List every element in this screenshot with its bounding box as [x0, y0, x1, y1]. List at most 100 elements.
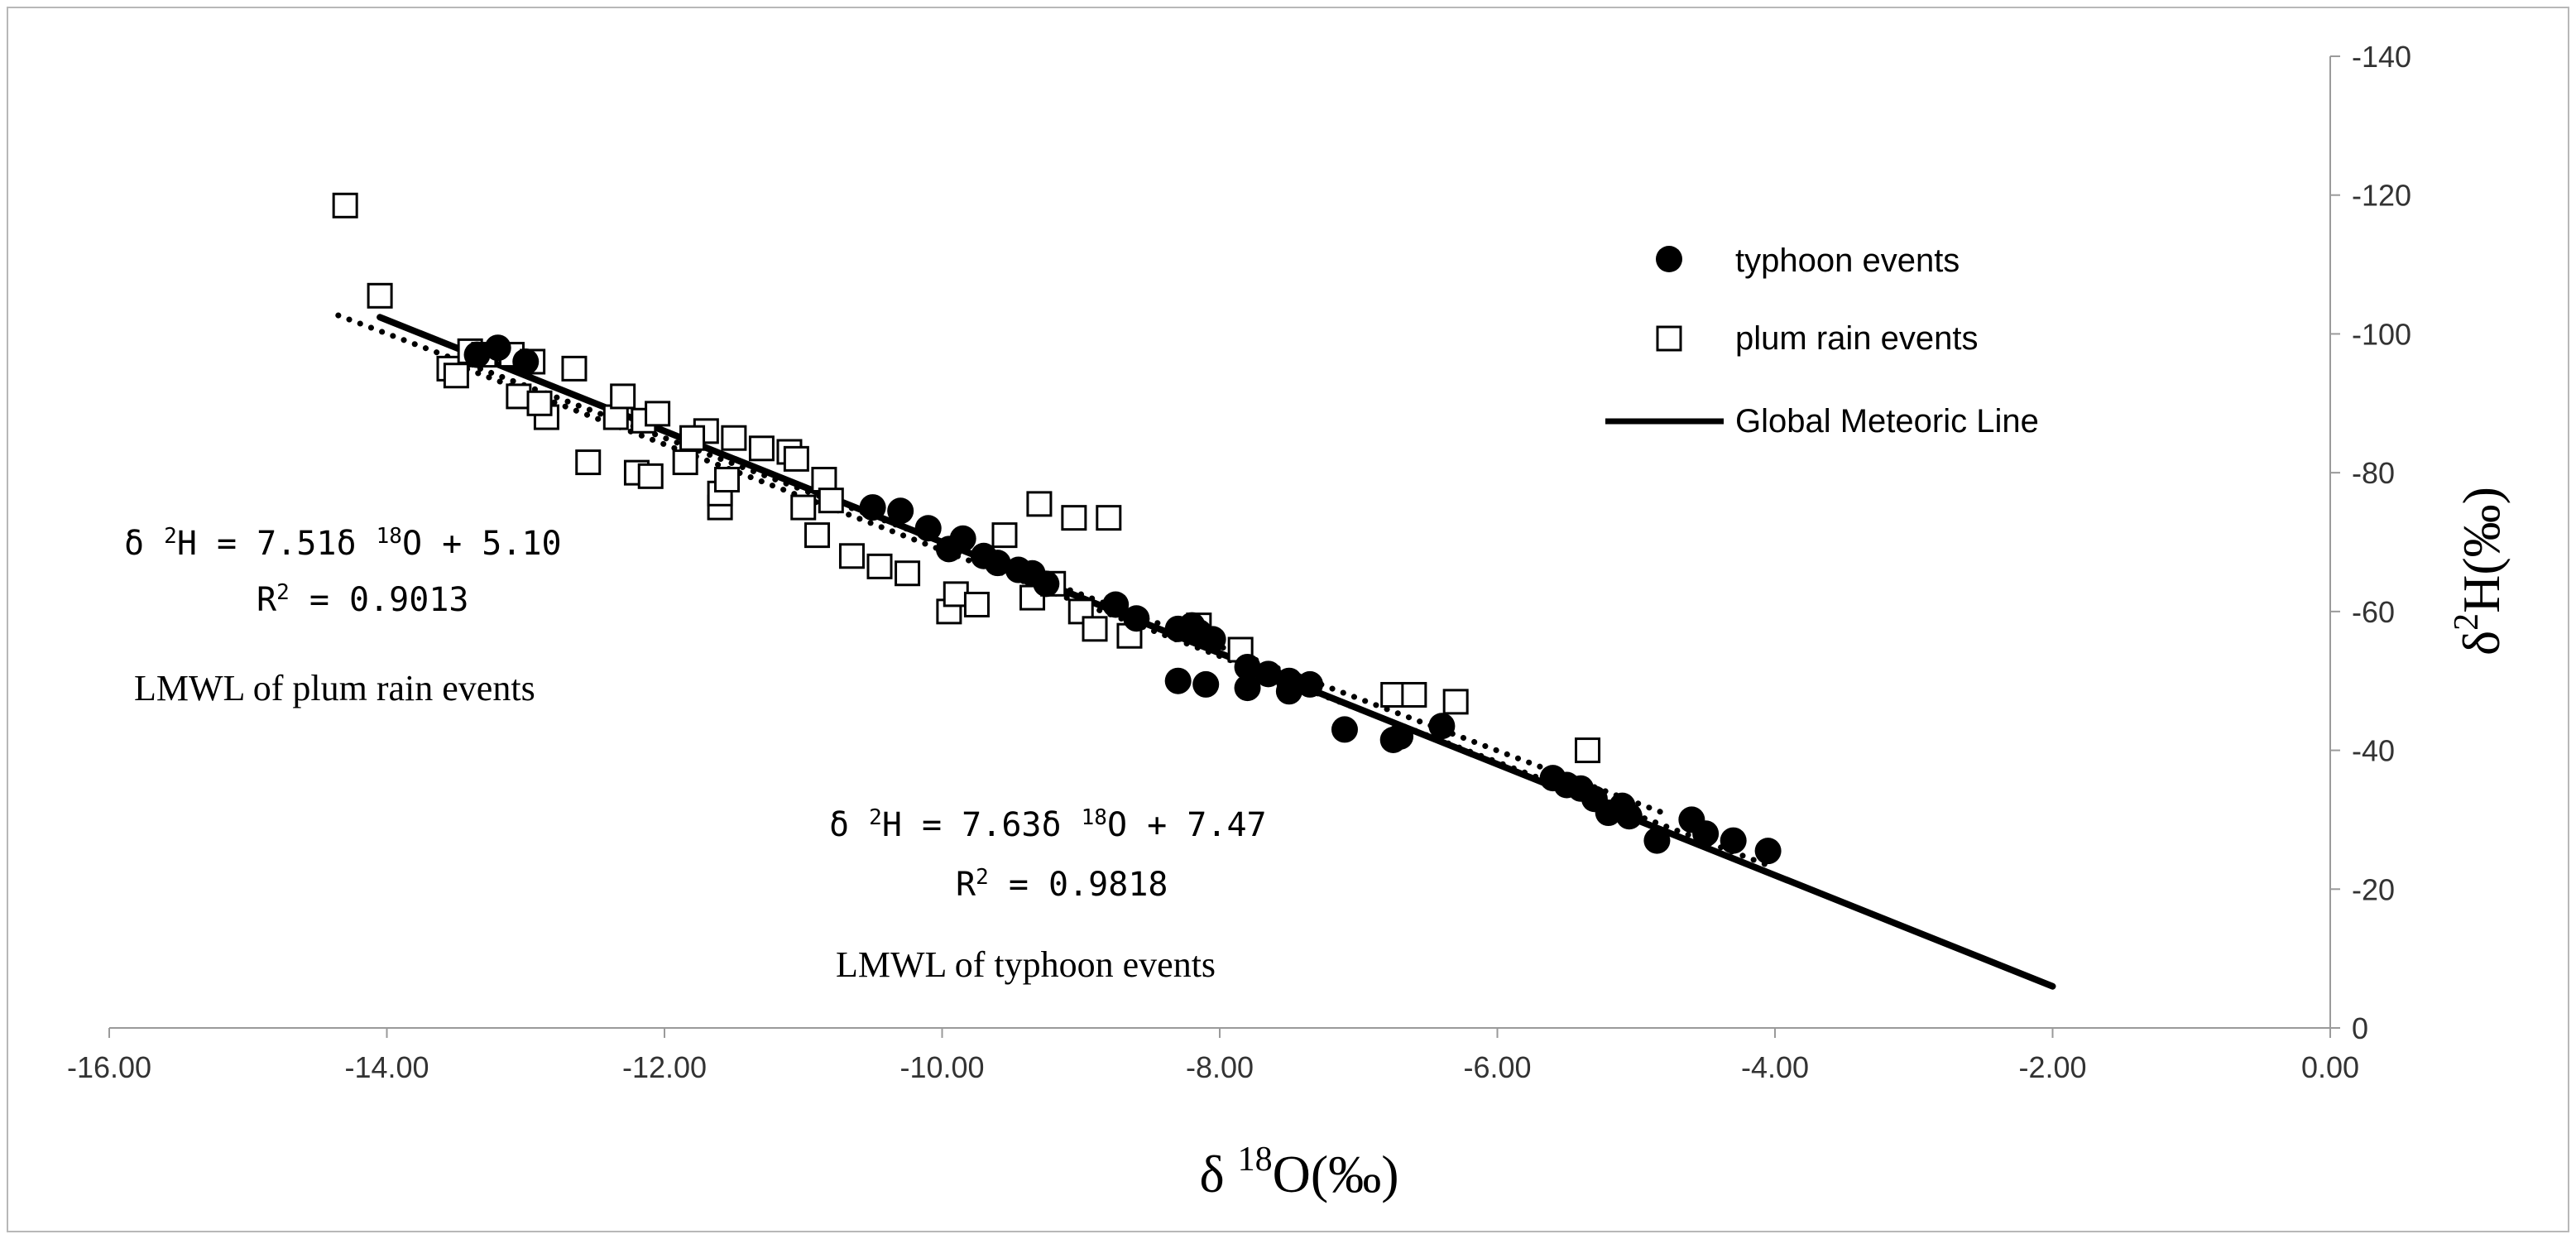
typhoon-point: [1297, 670, 1324, 698]
typhoon-point: [949, 525, 976, 552]
plum-rain-point: [963, 591, 990, 617]
typhoon-point: [1615, 803, 1643, 830]
plum-rain-point: [526, 390, 553, 416]
plum-rain-point: [1061, 505, 1087, 531]
typhoon-point: [1331, 716, 1358, 743]
plum-rain-point: [1575, 737, 1601, 764]
plum-rain-point: [991, 522, 1018, 549]
x-tick-label: -4.00: [1741, 1050, 1809, 1084]
x-axis-ticks: -16.00 -14.00 -12.00 -10.00 -8.00 -6.00 -4.00 -…: [67, 1028, 2359, 1084]
typhoon-point: [1387, 723, 1414, 750]
plum-rain-point: [783, 445, 809, 472]
typhoon-point: [512, 348, 540, 375]
plum-rain-point: [838, 543, 865, 569]
legend: typhoon events plum rain events Global M…: [1605, 243, 2039, 439]
plum-rain-point: [637, 463, 664, 489]
typhoon-point: [1033, 570, 1060, 598]
plum-rain-point: [1082, 616, 1108, 642]
plum-rain-point: [332, 192, 358, 219]
typhoon-point: [859, 494, 886, 521]
plum-rain-point: [1026, 491, 1053, 517]
plum-rain-point: [790, 494, 817, 521]
plum-rain-point: [713, 467, 740, 493]
y-axis-title: δ2H(‰): [2448, 487, 2511, 656]
x-tick-label: 0.00: [2301, 1050, 2359, 1084]
legend-label-typhoon: typhoon events: [1735, 243, 1960, 279]
x-tick-label: -2.00: [2018, 1050, 2086, 1084]
plum-rain-point: [679, 425, 706, 451]
plum-rain-point: [866, 553, 893, 579]
typhoon-point: [1254, 660, 1282, 688]
typhoon-point: [1692, 820, 1720, 848]
typhoon-point: [1720, 827, 1747, 854]
y-tick-label: -80: [2352, 456, 2395, 490]
typhoon-point: [1234, 675, 1261, 702]
typhoon-point: [1643, 827, 1671, 854]
plum-rain-point: [721, 425, 747, 451]
typhoon-point: [914, 515, 942, 542]
plum-rain-point: [443, 363, 469, 389]
typhoon-point: [984, 550, 1011, 577]
label-plum: LMWL of plum rain events: [134, 668, 535, 708]
y-tick-label: 0: [2352, 1011, 2368, 1045]
y-tick-label: -60: [2352, 595, 2395, 629]
equation-plum: δ 2H = 7.51δ 18O + 5.10: [124, 524, 562, 563]
plum-rain-point: [506, 383, 532, 410]
typhoon-point: [1123, 605, 1150, 632]
typhoon-point: [1192, 670, 1220, 698]
r2-typhoon: R2 = 0.9818: [956, 865, 1168, 904]
r2-plum: R2 = 0.9013: [257, 580, 469, 619]
annotation-plum: δ 2H = 7.51δ 18O + 5.10 R2 = 0.9013 LMWL…: [124, 524, 562, 708]
x-axis-title: δ 18O(‰): [1200, 1141, 1399, 1203]
y-tick-label: -140: [2352, 40, 2411, 74]
chart-frame: -16.00 -14.00 -12.00 -10.00 -8.00 -6.00 -4.00 -…: [7, 7, 2569, 1232]
typhoon-point: [1199, 626, 1226, 653]
plum-rain-point: [602, 404, 629, 430]
x-tick-label: -8.00: [1186, 1050, 1254, 1084]
plum-rain-point: [748, 435, 775, 462]
legend-label-plum: plum rain events: [1735, 320, 1978, 357]
legend-marker-typhoon: [1656, 246, 1682, 272]
plum-rain-point: [561, 355, 588, 382]
equation-typhoon: δ 2H = 7.63δ 18O + 7.47: [829, 805, 1267, 844]
x-tick-label: -16.00: [67, 1050, 151, 1084]
y-tick-label: -120: [2352, 179, 2411, 213]
plum-rain-point: [367, 282, 393, 309]
series-plum-rain-events: [332, 192, 1601, 764]
typhoon-point: [463, 341, 491, 368]
x-tick-label: -6.00: [1463, 1050, 1531, 1084]
plum-rain-point: [672, 449, 698, 476]
typhoon-point: [1234, 653, 1261, 680]
y-tick-label: -100: [2352, 317, 2411, 351]
typhoon-point: [1754, 838, 1782, 865]
plum-rain-point: [1380, 681, 1407, 708]
plum-rain-point: [818, 487, 844, 514]
label-typhoon: LMWL of typhoon events: [836, 944, 1216, 985]
legend-label-gml: Global Meteoric Line: [1735, 403, 2039, 439]
y-tick-label: -40: [2352, 734, 2395, 768]
plum-rain-point: [1096, 505, 1122, 531]
typhoon-point: [887, 497, 914, 525]
typhoon-point: [1102, 591, 1130, 618]
x-tick-label: -14.00: [344, 1050, 429, 1084]
typhoon-point: [484, 334, 511, 362]
scatter-chart: -16.00 -14.00 -12.00 -10.00 -8.00 -6.00 -4.00 -…: [67, 40, 2511, 1203]
annotation-typhoon: δ 2H = 7.63δ 18O + 7.47 R2 = 0.9818 LMWL…: [829, 805, 1267, 985]
plum-rain-point: [1442, 689, 1469, 715]
series-typhoon-events: [463, 334, 1782, 865]
typhoon-point: [1164, 667, 1192, 694]
typhoon-point: [1275, 678, 1302, 705]
x-tick-label: -12.00: [622, 1050, 707, 1084]
plum-rain-point: [1401, 681, 1427, 708]
plum-rain-point: [943, 581, 969, 607]
y-axis-ticks: 0 -20 -40 -60 -80 -100 -120 -140: [2330, 40, 2411, 1045]
x-tick-label: -10.00: [899, 1050, 984, 1084]
plum-rain-point: [575, 449, 602, 476]
y-tick-label: -20: [2352, 872, 2395, 906]
plum-rain-point: [804, 522, 831, 549]
plum-rain-point: [645, 401, 671, 427]
typhoon-point: [1428, 713, 1456, 740]
legend-marker-plum: [1656, 325, 1682, 352]
plum-rain-point: [895, 560, 921, 587]
plum-rain-point: [610, 383, 636, 410]
